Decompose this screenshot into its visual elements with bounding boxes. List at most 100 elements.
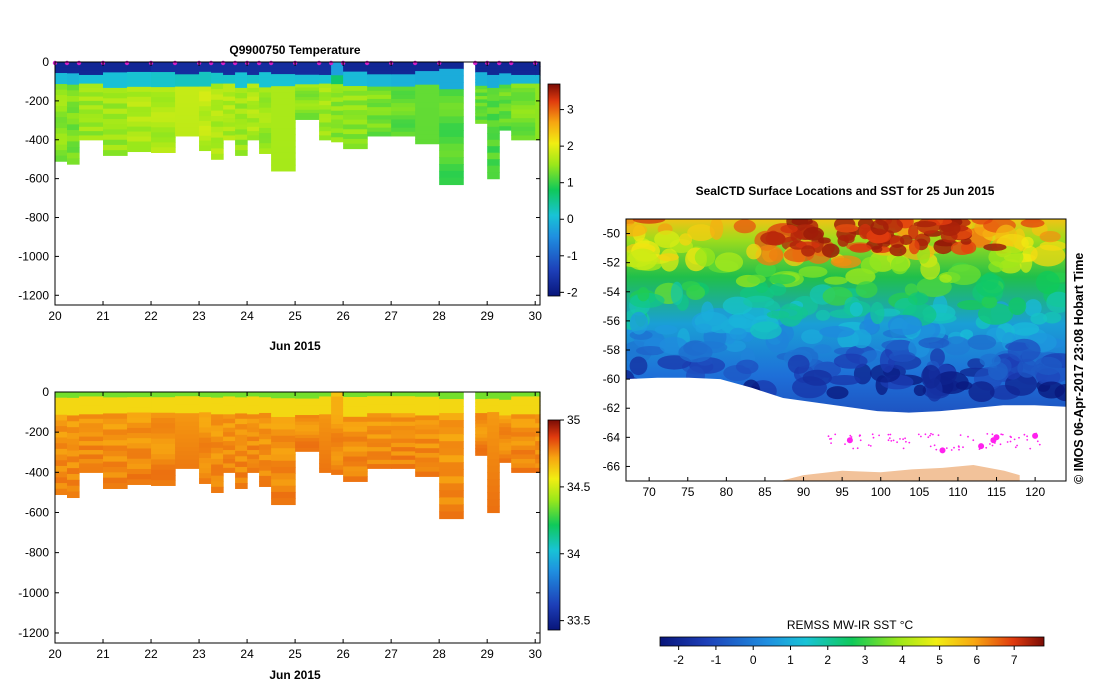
profile-cell — [367, 94, 392, 100]
profile-cell — [259, 460, 272, 466]
profile-cell — [511, 118, 536, 124]
profile-cell — [127, 402, 152, 408]
profile-cell — [211, 105, 224, 112]
profile-cell — [535, 436, 541, 442]
profile-cell — [247, 463, 260, 469]
profile-cell — [487, 398, 500, 406]
profile-cell — [439, 130, 464, 138]
profile-cell — [499, 392, 512, 397]
antarctic-land-shape — [780, 464, 1020, 481]
profile-cell — [151, 137, 176, 143]
sst-patch — [679, 233, 693, 246]
profile-cell — [103, 72, 128, 79]
seal-position — [939, 447, 946, 454]
profile-cell — [151, 102, 176, 108]
profile-cell — [319, 423, 332, 429]
profile-cell — [259, 97, 272, 104]
profile-cell — [511, 66, 536, 72]
y-tick-label: 0 — [42, 55, 49, 69]
profile-cell — [343, 426, 368, 433]
profile-cell — [67, 485, 80, 493]
sst-colorbar — [659, 636, 1045, 647]
seal-track-point — [878, 434, 880, 437]
y-tick-label: -400 — [25, 465, 49, 479]
profile-cell — [487, 133, 500, 141]
profile-cell — [223, 414, 236, 420]
profile-cell — [223, 96, 236, 102]
sst-patch — [802, 369, 832, 386]
profile-cell — [127, 106, 152, 113]
profile-cell — [223, 135, 236, 141]
salinity-plot-frame — [54, 391, 541, 644]
seal-track-point — [905, 440, 907, 443]
profile-cell — [271, 416, 296, 424]
y-tick-label: -600 — [25, 505, 49, 519]
profile-cell — [499, 88, 512, 93]
profile-cell — [127, 433, 152, 439]
profile-cell — [535, 400, 541, 406]
profile-cell — [295, 392, 320, 396]
profile-cell — [259, 423, 272, 430]
profile-cell — [103, 445, 128, 452]
profile-cell — [415, 448, 440, 454]
profile-cell — [367, 115, 392, 121]
sst-patch — [920, 257, 941, 280]
profile-cell — [511, 100, 536, 106]
profile-cell — [439, 483, 464, 491]
profile-cell — [259, 407, 272, 414]
profile-cell — [199, 135, 212, 142]
profile-cell — [343, 416, 368, 423]
profile-cell — [487, 87, 500, 95]
profile-cell — [55, 426, 68, 433]
profile-cell — [439, 448, 464, 456]
profile-cell — [439, 170, 464, 179]
profile-cell — [487, 94, 500, 102]
x-tick-label: 23 — [192, 309, 206, 323]
profile-cell — [247, 135, 260, 141]
profile-cell — [511, 432, 536, 438]
profile-cell — [487, 479, 500, 487]
profile-cell — [439, 511, 464, 520]
salinity-cells — [55, 392, 541, 520]
profile-cell — [55, 67, 68, 74]
sst-patch — [909, 239, 920, 255]
profile-cell — [487, 146, 500, 154]
sst-patch — [801, 329, 823, 345]
sst-patch — [826, 386, 849, 400]
profile-cell — [223, 396, 236, 402]
sst-patch — [755, 281, 768, 294]
profile-cell — [103, 408, 128, 415]
profile-cell — [103, 98, 128, 105]
profile-cell — [535, 96, 541, 102]
profile-cell — [103, 113, 128, 120]
x-tick-label: 22 — [144, 647, 158, 661]
profile-cell — [55, 122, 68, 129]
profile-cell — [235, 72, 248, 79]
profile-cell — [475, 82, 488, 87]
seal-track-point — [902, 438, 904, 441]
profile-cell — [67, 152, 80, 159]
profile-cell — [235, 87, 248, 94]
sst-patch — [833, 257, 852, 267]
map-x-tick-label: 100 — [871, 485, 891, 499]
seal-track-point — [972, 439, 975, 442]
x-tick-label: 24 — [240, 309, 254, 323]
profile-cell — [535, 450, 541, 456]
profile-cell — [79, 87, 104, 93]
profile-cell — [223, 418, 236, 424]
profile-cell — [535, 126, 541, 132]
profile-cell — [235, 445, 248, 452]
profile-cell — [391, 464, 416, 469]
profile-cell — [103, 413, 128, 420]
seal-track-point — [999, 443, 1002, 446]
profile-cell — [319, 74, 332, 80]
sst-patch — [795, 241, 820, 249]
profile-cell — [391, 421, 416, 427]
profile-cell — [535, 392, 541, 398]
profile-cell — [511, 400, 536, 406]
profile-cell — [223, 400, 236, 406]
profile-cell — [271, 152, 296, 160]
profile-cell — [151, 82, 176, 88]
profile-cell — [475, 441, 488, 446]
profile-cell — [103, 456, 128, 463]
